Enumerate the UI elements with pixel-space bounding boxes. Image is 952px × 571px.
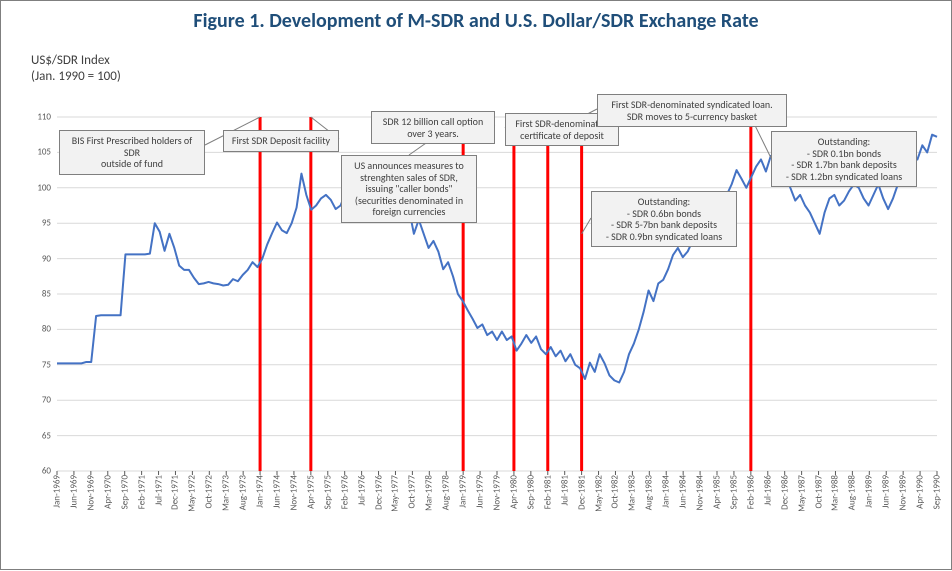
x-tick-label: Nov-1969: [85, 475, 96, 510]
x-tick-label: Mar-1983: [627, 475, 638, 511]
x-tick-label: May-1987: [796, 475, 807, 512]
y-tick-label: 65: [42, 430, 57, 441]
x-tick-label: Apr-1975: [305, 475, 316, 509]
x-tick-label: Nov-1984: [695, 475, 706, 510]
x-tick-label: Nov-1989: [898, 475, 909, 510]
chart-subtitle: US$/SDR Index (Jan. 1990 = 100): [31, 53, 121, 84]
x-tick-label: Jun-1984: [678, 475, 689, 508]
x-tick-label: Nov-1974: [288, 475, 299, 510]
y-tick-label: 70: [42, 395, 57, 406]
x-tick-label: Dec-1976: [373, 475, 384, 510]
x-tick-label: Apr-1970: [102, 475, 113, 509]
x-tick-label: Feb-1981: [542, 475, 553, 509]
x-tick-label: Aug-1973: [238, 475, 249, 510]
x-tick-label: Feb-1971: [136, 475, 147, 509]
x-tick-label: Oct-1987: [813, 475, 824, 509]
x-tick-label: Apr-1985: [712, 475, 723, 509]
x-tick-label: Jul-1971: [153, 475, 164, 506]
y-tick-label: 100: [37, 182, 57, 193]
chart-svg: [57, 117, 937, 471]
x-tick-label: Jan-1979: [458, 475, 469, 508]
x-tick-label: Dec-1981: [576, 475, 587, 510]
x-tick-label: Aug-1978: [441, 475, 452, 510]
x-tick-label: Feb-1986: [745, 475, 756, 509]
x-tick-label: Mar-1988: [830, 475, 841, 511]
y-tick-label: 90: [42, 253, 57, 264]
x-tick-label: Oct-1977: [407, 475, 418, 509]
x-tick-label: Sep-1985: [728, 475, 739, 509]
y-tick-label: 85: [42, 289, 57, 300]
x-tick-label: Sep-1975: [322, 475, 333, 509]
chart-plot-area: 6065707580859095100105110Jan-1969Jun-196…: [57, 117, 937, 471]
y-tick-label: 105: [37, 147, 57, 158]
y-tick-label: 75: [42, 359, 57, 370]
x-tick-label: May-1977: [390, 475, 401, 512]
x-tick-label: Nov-1979: [492, 475, 503, 510]
x-tick-label: Dec-1971: [170, 475, 181, 510]
x-tick-label: Jul-1986: [762, 475, 773, 506]
x-tick-label: Jul-1976: [356, 475, 367, 506]
x-tick-label: Oct-1982: [610, 475, 621, 509]
y-tick-label: 95: [42, 218, 57, 229]
x-tick-label: Apr-1990: [915, 475, 926, 509]
x-tick-label: Sep-1970: [119, 475, 130, 509]
x-tick-label: Mar-1973: [221, 475, 232, 511]
x-tick-label: Jan-1989: [864, 475, 875, 508]
x-tick-label: Apr-1980: [508, 475, 519, 509]
y-tick-label: 80: [42, 324, 57, 335]
x-tick-label: Jun-1989: [881, 475, 892, 508]
x-tick-label: Jan-1974: [255, 475, 266, 508]
x-tick-label: Sep-1980: [525, 475, 536, 509]
x-tick-label: Oct-1972: [204, 475, 215, 509]
x-tick-label: May-1982: [593, 475, 604, 512]
x-tick-label: Mar-1978: [424, 475, 435, 511]
x-tick-label: Sep-1990: [932, 475, 943, 509]
x-tick-label: Jul-1981: [559, 475, 570, 506]
annotation-leader: [582, 109, 597, 117]
x-tick-label: Aug-1983: [644, 475, 655, 510]
x-tick-label: May-1972: [187, 475, 198, 512]
chart-title: Figure 1. Development of M-SDR and U.S. …: [1, 9, 951, 33]
x-tick-label: Dec-1986: [779, 475, 790, 510]
x-tick-label: Jan-1984: [661, 475, 672, 508]
x-tick-label: Jun-1979: [475, 475, 486, 508]
x-tick-label: Jun-1969: [68, 475, 79, 508]
x-tick-label: Jun-1974: [272, 475, 283, 508]
x-tick-label: Jan-1969: [52, 475, 63, 508]
y-tick-label: 110: [37, 112, 57, 123]
x-tick-label: Feb-1976: [339, 475, 350, 509]
x-tick-label: Aug-1988: [847, 475, 858, 510]
figure-container: Figure 1. Development of M-SDR and U.S. …: [0, 0, 952, 570]
